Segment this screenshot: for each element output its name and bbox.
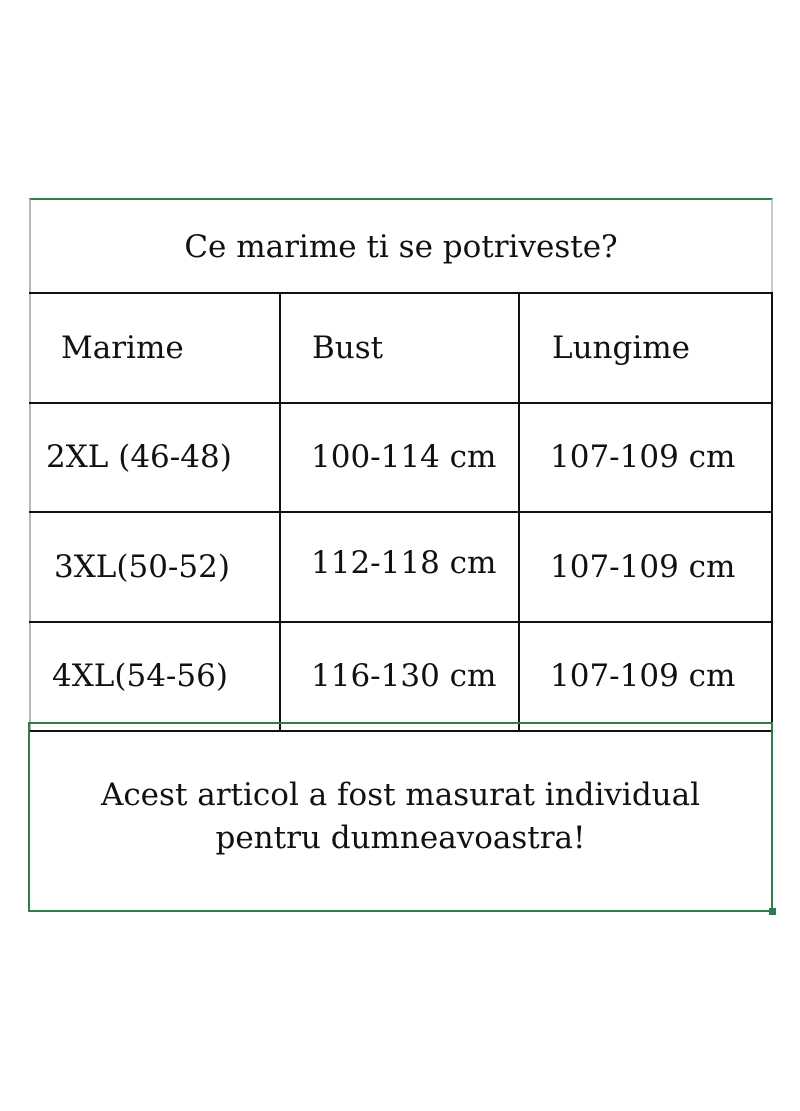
size-table: Marime Bust Lungime 2XL (46-48) 100-114 … <box>29 292 773 732</box>
header-bust: Bust <box>281 294 520 402</box>
length-cell: 107-109 cm <box>520 403 773 511</box>
bust-cell: 100-114 cm <box>281 403 520 511</box>
bust-cell: 112-118 cm <box>281 513 520 621</box>
header-row: Marime Bust Lungime <box>29 292 773 402</box>
length-cell: 107-109 cm <box>520 622 773 730</box>
note-line-1: Acest articol a fost masurat individual <box>100 776 701 813</box>
table-row: 4XL(54-56) 116-130 cm 107-109 cm <box>29 620 773 732</box>
table-row: 2XL (46-48) 100-114 cm 107-109 cm <box>29 401 773 511</box>
header-lungime: Lungime <box>520 294 773 402</box>
table-title: Ce marime ti se potriveste? <box>29 198 773 293</box>
size-cell: 4XL(54-56) <box>29 622 281 730</box>
size-cell: 3XL(50-52) <box>29 513 281 621</box>
fill-handle[interactable] <box>769 908 776 915</box>
table-row: 3XL(50-52) 112-118 cm 107-109 cm <box>29 511 773 621</box>
note-line-2: pentru dumneavoastra! <box>215 820 586 856</box>
header-marime: Marime <box>29 294 281 402</box>
bust-cell: 116-130 cm <box>281 622 520 730</box>
size-cell: 2XL (46-48) <box>29 403 281 511</box>
length-cell: 107-109 cm <box>520 513 773 621</box>
note-cell-selected[interactable]: Acest articol a fost masurat individual … <box>28 722 776 915</box>
